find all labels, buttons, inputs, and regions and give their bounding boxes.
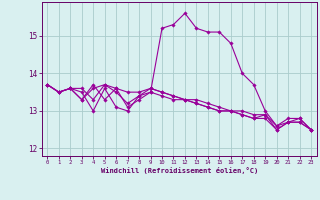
X-axis label: Windchill (Refroidissement éolien,°C): Windchill (Refroidissement éolien,°C) <box>100 167 258 174</box>
